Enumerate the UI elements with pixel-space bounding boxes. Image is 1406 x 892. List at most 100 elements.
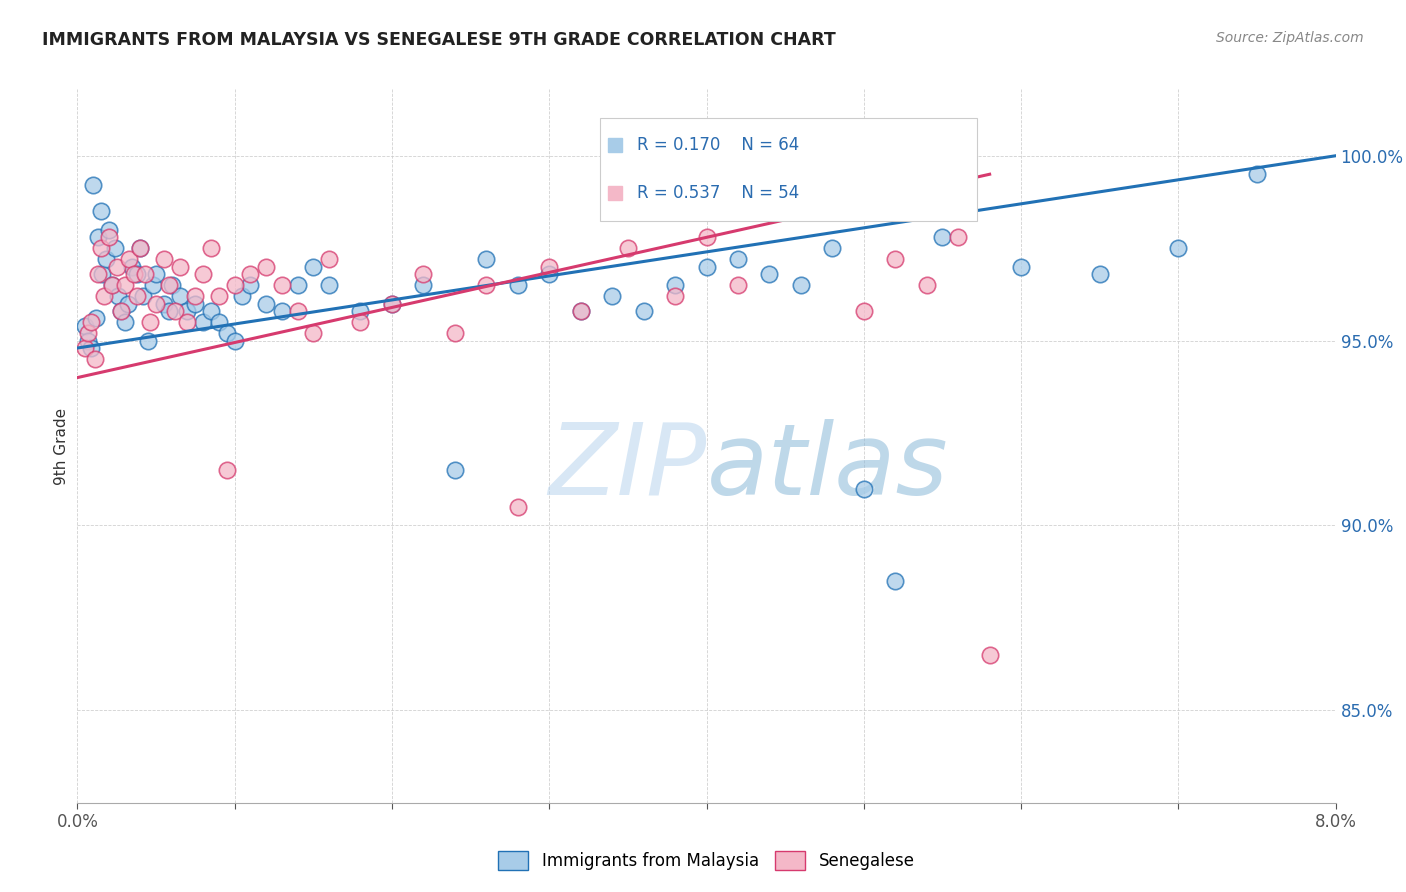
Point bbox=[80, 341, 103, 355]
Point bbox=[114, 278, 136, 293]
Point bbox=[506, 278, 529, 293]
Point bbox=[239, 267, 262, 281]
Point bbox=[122, 267, 145, 281]
Point bbox=[270, 278, 292, 293]
Point bbox=[231, 289, 253, 303]
Point bbox=[538, 260, 561, 274]
Point bbox=[633, 304, 655, 318]
Point bbox=[569, 304, 592, 318]
Point bbox=[224, 278, 246, 293]
Point bbox=[318, 252, 340, 267]
Point bbox=[80, 315, 103, 329]
Text: ZIP: ZIP bbox=[548, 419, 707, 516]
Point bbox=[224, 334, 246, 348]
Point bbox=[163, 304, 186, 318]
Point bbox=[318, 278, 340, 293]
Text: R = 0.170    N = 64: R = 0.170 N = 64 bbox=[637, 136, 800, 153]
Point bbox=[176, 304, 198, 318]
Point bbox=[287, 304, 309, 318]
Point bbox=[381, 296, 404, 310]
Point bbox=[884, 574, 907, 588]
Point bbox=[664, 278, 686, 293]
Point bbox=[979, 648, 1001, 662]
Point bbox=[101, 278, 124, 293]
Point bbox=[696, 260, 718, 274]
Point bbox=[169, 289, 191, 303]
Point bbox=[1167, 241, 1189, 255]
Point bbox=[84, 311, 107, 326]
Point bbox=[184, 296, 207, 310]
Point bbox=[696, 230, 718, 244]
Point bbox=[134, 267, 156, 281]
Point bbox=[215, 463, 238, 477]
Point bbox=[157, 278, 180, 293]
Point bbox=[412, 278, 434, 293]
Point bbox=[136, 334, 159, 348]
Point bbox=[475, 252, 498, 267]
Legend: Immigrants from Malaysia, Senegalese: Immigrants from Malaysia, Senegalese bbox=[492, 844, 921, 877]
Point bbox=[145, 296, 167, 310]
Text: R = 0.537    N = 54: R = 0.537 N = 54 bbox=[637, 184, 800, 202]
Point bbox=[758, 267, 780, 281]
Point bbox=[169, 260, 191, 274]
FancyBboxPatch shape bbox=[599, 118, 977, 221]
Point bbox=[381, 296, 404, 310]
Point bbox=[127, 289, 149, 303]
Point bbox=[184, 289, 207, 303]
Point bbox=[821, 241, 844, 255]
Point bbox=[142, 278, 165, 293]
Point bbox=[91, 267, 114, 281]
Point bbox=[118, 252, 141, 267]
Point bbox=[145, 267, 167, 281]
Point bbox=[117, 296, 139, 310]
Point bbox=[1088, 267, 1111, 281]
Point bbox=[107, 289, 129, 303]
Point bbox=[215, 326, 238, 341]
Point bbox=[75, 341, 97, 355]
Point bbox=[270, 304, 292, 318]
Point bbox=[77, 326, 100, 341]
Point bbox=[132, 289, 155, 303]
Point bbox=[127, 267, 149, 281]
Point bbox=[157, 304, 180, 318]
Point bbox=[349, 315, 371, 329]
Text: Source: ZipAtlas.com: Source: ZipAtlas.com bbox=[1216, 31, 1364, 45]
Point bbox=[852, 482, 875, 496]
Point bbox=[254, 260, 277, 274]
Point bbox=[110, 304, 132, 318]
Point bbox=[90, 204, 112, 219]
Text: atlas: atlas bbox=[707, 419, 948, 516]
Point bbox=[160, 278, 183, 293]
Point bbox=[200, 304, 222, 318]
Point bbox=[82, 178, 104, 193]
Point bbox=[153, 296, 176, 310]
Point bbox=[475, 278, 498, 293]
Point bbox=[931, 230, 953, 244]
Point bbox=[93, 289, 115, 303]
Point bbox=[208, 315, 231, 329]
Point bbox=[87, 230, 110, 244]
Point bbox=[1010, 260, 1032, 274]
Point bbox=[176, 315, 198, 329]
Point bbox=[948, 230, 970, 244]
Point bbox=[1246, 167, 1268, 181]
Point bbox=[138, 315, 160, 329]
Text: IMMIGRANTS FROM MALAYSIA VS SENEGALESE 9TH GRADE CORRELATION CHART: IMMIGRANTS FROM MALAYSIA VS SENEGALESE 9… bbox=[42, 31, 837, 49]
Point bbox=[852, 304, 875, 318]
Point bbox=[600, 289, 623, 303]
Point bbox=[97, 230, 120, 244]
Point bbox=[664, 289, 686, 303]
Point bbox=[200, 241, 222, 255]
Point bbox=[444, 463, 467, 477]
Point bbox=[97, 223, 120, 237]
Point bbox=[110, 304, 132, 318]
Point bbox=[239, 278, 262, 293]
Point bbox=[915, 278, 938, 293]
Point bbox=[538, 267, 561, 281]
Point bbox=[191, 315, 215, 329]
Point bbox=[727, 278, 749, 293]
Point bbox=[153, 252, 176, 267]
Point bbox=[302, 260, 325, 274]
Point bbox=[191, 267, 215, 281]
Point bbox=[254, 296, 277, 310]
